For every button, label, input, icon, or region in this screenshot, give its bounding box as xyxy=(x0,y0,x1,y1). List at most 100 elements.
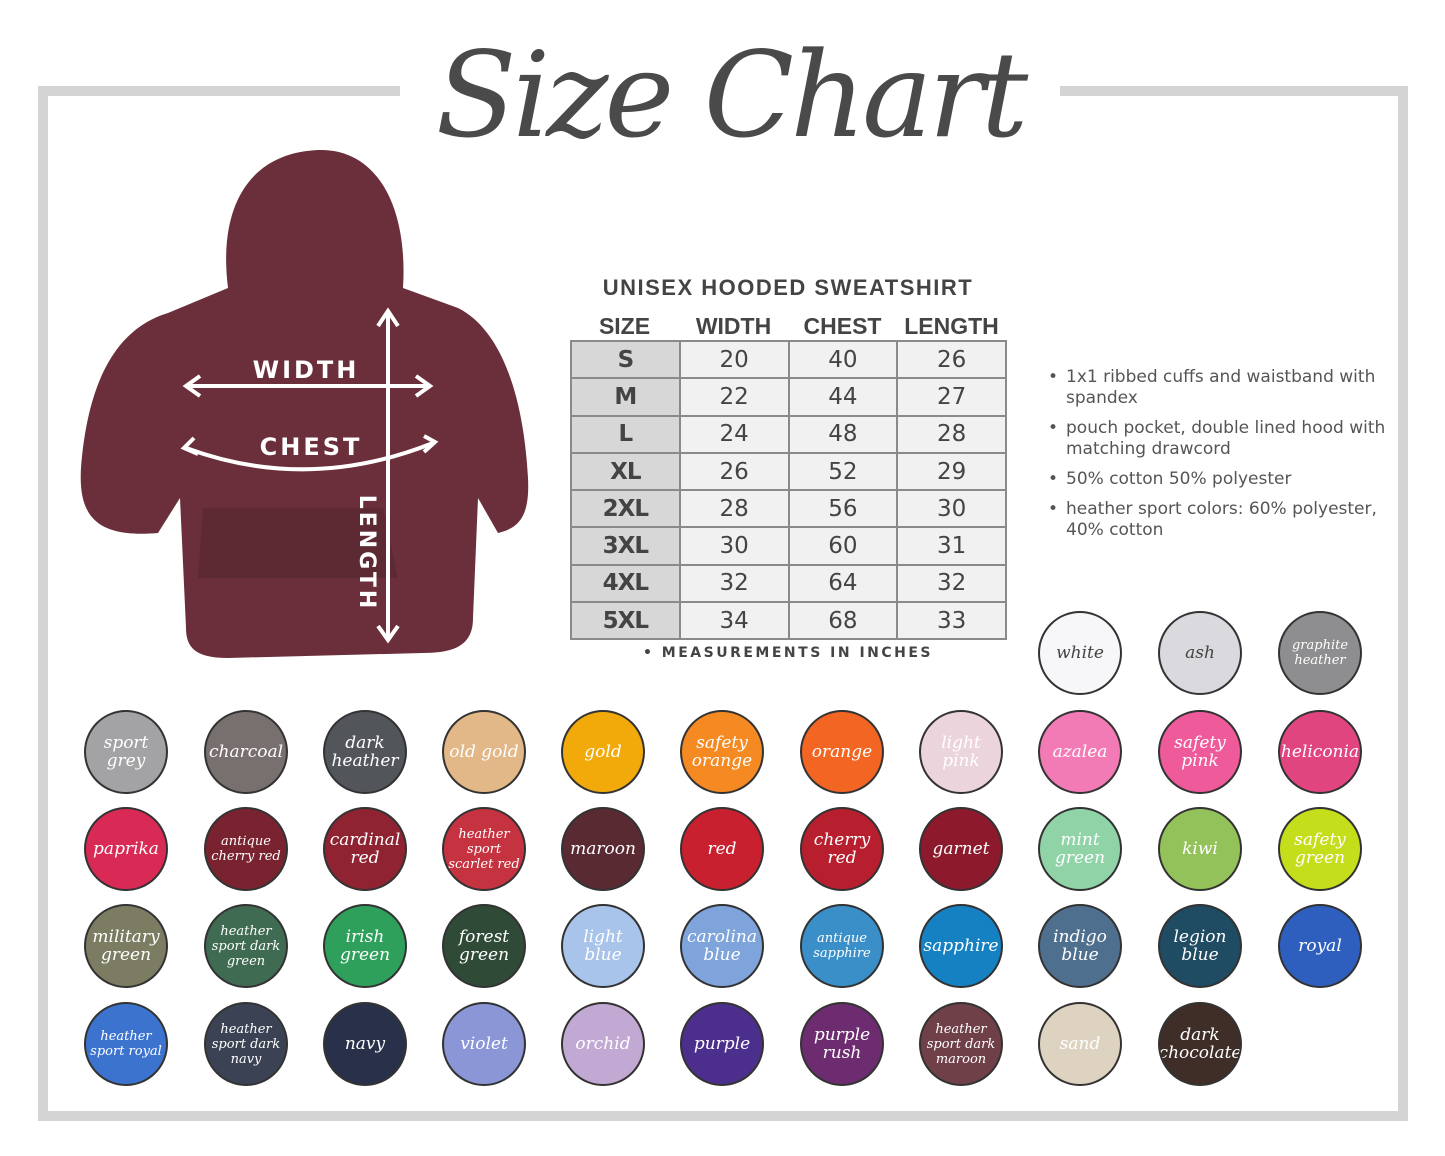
color-swatch-azalea: azalea xyxy=(1038,710,1122,794)
color-swatch-sand: sand xyxy=(1038,1002,1122,1086)
table-row: 5XL 34 68 33 xyxy=(570,601,1007,641)
value-cell: 22 xyxy=(678,377,790,417)
color-swatch-heather-sport-scarlet-red: heather sport scarlet red xyxy=(442,807,526,891)
value-cell: 44 xyxy=(787,377,899,417)
feature-item: 1x1 ribbed cuffs and waistband with span… xyxy=(1048,367,1398,409)
table-row: XL 26 52 29 xyxy=(570,451,1007,492)
color-swatch-ash: ash xyxy=(1158,611,1242,695)
color-swatch-carolina-blue: carolina blue xyxy=(680,904,764,988)
feature-list: 1x1 ribbed cuffs and waistband with span… xyxy=(1048,367,1398,550)
color-swatch-sport-grey: sport grey xyxy=(84,710,168,794)
color-swatch-graphite-heather: graphite heather xyxy=(1278,611,1362,695)
value-cell: 68 xyxy=(787,601,899,641)
table-row: M 22 44 27 xyxy=(570,377,1007,417)
color-swatch-orchid: orchid xyxy=(561,1002,645,1086)
value-cell: 26 xyxy=(896,339,1007,380)
value-cell: 32 xyxy=(896,563,1007,604)
color-swatch-heather-sport-dark-maroon: heather sport dark maroon xyxy=(919,1002,1003,1086)
value-cell: 33 xyxy=(896,601,1007,641)
table-row: L 24 48 28 xyxy=(570,414,1007,454)
value-cell: 28 xyxy=(896,414,1007,454)
color-swatch-antique-cherry-red: antique cherry red xyxy=(204,807,288,891)
width-label: WIDTH xyxy=(253,356,360,384)
feature-item: 50% cotton 50% polyester xyxy=(1048,469,1398,490)
color-swatch-legion-blue: legion blue xyxy=(1158,904,1242,988)
value-cell: 26 xyxy=(678,451,790,492)
header-width: WIDTH xyxy=(695,313,772,339)
color-swatch-red: red xyxy=(680,807,764,891)
color-swatch-orange: orange xyxy=(800,710,884,794)
hoodie-diagram: WIDTH CHEST LENGTH xyxy=(80,149,529,659)
color-swatch-royal: royal xyxy=(1278,904,1362,988)
header-length: LENGTH xyxy=(904,313,999,339)
color-swatch-heliconia: heliconia xyxy=(1278,710,1362,794)
color-swatch-cherry-red: cherry red xyxy=(800,807,884,891)
color-swatch-cardinal-red: cardinal red xyxy=(323,807,407,891)
value-cell: 32 xyxy=(678,563,790,604)
value-cell: 30 xyxy=(678,526,790,566)
table-row: 3XL 30 60 31 xyxy=(570,526,1007,566)
header-size: SIZE xyxy=(598,313,651,339)
value-cell: 28 xyxy=(678,489,790,529)
color-swatch-military-green: military green xyxy=(84,904,168,988)
size-table: S 20 40 26 M 22 44 27 L 24 48 28 XL 26 52 29 2XL 28 56 30 3X… xyxy=(570,339,1007,641)
color-swatch-antique-sapphire: antique sapphire xyxy=(800,904,884,988)
value-cell: 29 xyxy=(896,451,1007,492)
color-swatch-safety-pink: safety pink xyxy=(1158,710,1242,794)
value-cell: 52 xyxy=(787,451,899,492)
color-swatch-paprika: paprika xyxy=(84,807,168,891)
size-cell: 2XL xyxy=(570,489,681,529)
value-cell: 64 xyxy=(787,563,899,604)
size-cell: 5XL xyxy=(570,601,681,641)
color-swatch-dark-chocolate: dark chocolate xyxy=(1158,1002,1242,1086)
color-swatch-charcoal: charcoal xyxy=(204,710,288,794)
value-cell: 60 xyxy=(787,526,899,566)
color-swatch-forest-green: forest green xyxy=(442,904,526,988)
size-cell: L xyxy=(570,414,681,454)
value-cell: 30 xyxy=(896,489,1007,529)
table-row: 4XL 32 64 32 xyxy=(570,563,1007,604)
value-cell: 24 xyxy=(678,414,790,454)
value-cell: 31 xyxy=(896,526,1007,566)
table-row: S 20 40 26 xyxy=(570,339,1007,380)
color-swatch-purple-rush: purple rush xyxy=(800,1002,884,1086)
size-cell: XL xyxy=(570,451,681,492)
value-cell: 48 xyxy=(787,414,899,454)
value-cell: 27 xyxy=(896,377,1007,417)
value-cell: 56 xyxy=(787,489,899,529)
size-cell: 3XL xyxy=(570,526,681,566)
color-swatch-heather-sport-royal: heather sport royal xyxy=(84,1002,168,1086)
size-cell: 4XL xyxy=(570,563,681,604)
page-title: Size Chart xyxy=(435,26,1029,164)
size-cell: S xyxy=(570,339,681,380)
color-swatch-violet: violet xyxy=(442,1002,526,1086)
color-swatch-irish-green: irish green xyxy=(323,904,407,988)
size-cell: M xyxy=(570,377,681,417)
color-swatch-heather-sport-dark-green: heather sport dark green xyxy=(204,904,288,988)
color-swatch-indigo-blue: indigo blue xyxy=(1038,904,1122,988)
value-cell: 34 xyxy=(678,601,790,641)
measurement-note: • MEASUREMENTS IN INCHES xyxy=(642,645,934,661)
header-chest: CHEST xyxy=(803,313,882,339)
feature-item: heather sport colors: 60% polyester, 40%… xyxy=(1048,499,1398,541)
color-swatch-purple: purple xyxy=(680,1002,764,1086)
color-swatch-dark-heather: dark heather xyxy=(323,710,407,794)
color-swatch-gold: gold xyxy=(561,710,645,794)
color-swatch-safety-orange: safety orange xyxy=(680,710,764,794)
color-swatch-maroon: maroon xyxy=(561,807,645,891)
color-swatch-mint-green: mint green xyxy=(1038,807,1122,891)
length-label: LENGTH xyxy=(354,495,379,612)
measurement-arrows xyxy=(180,307,439,644)
value-cell: 20 xyxy=(678,339,790,380)
chest-label: CHEST xyxy=(260,433,363,461)
product-title: UNISEX HOODED SWEATSHIRT xyxy=(602,275,974,300)
value-cell: 40 xyxy=(787,339,899,380)
feature-item: pouch pocket, double lined hood with mat… xyxy=(1048,418,1398,460)
color-swatch-sapphire: sapphire xyxy=(919,904,1003,988)
color-swatch-old-gold: old gold xyxy=(442,710,526,794)
color-swatch-light-pink: light pink xyxy=(919,710,1003,794)
color-swatch-heather-sport-dark-navy: heather sport dark navy xyxy=(204,1002,288,1086)
table-row: 2XL 28 56 30 xyxy=(570,489,1007,529)
title-background xyxy=(400,70,1060,110)
pocket xyxy=(198,508,398,578)
